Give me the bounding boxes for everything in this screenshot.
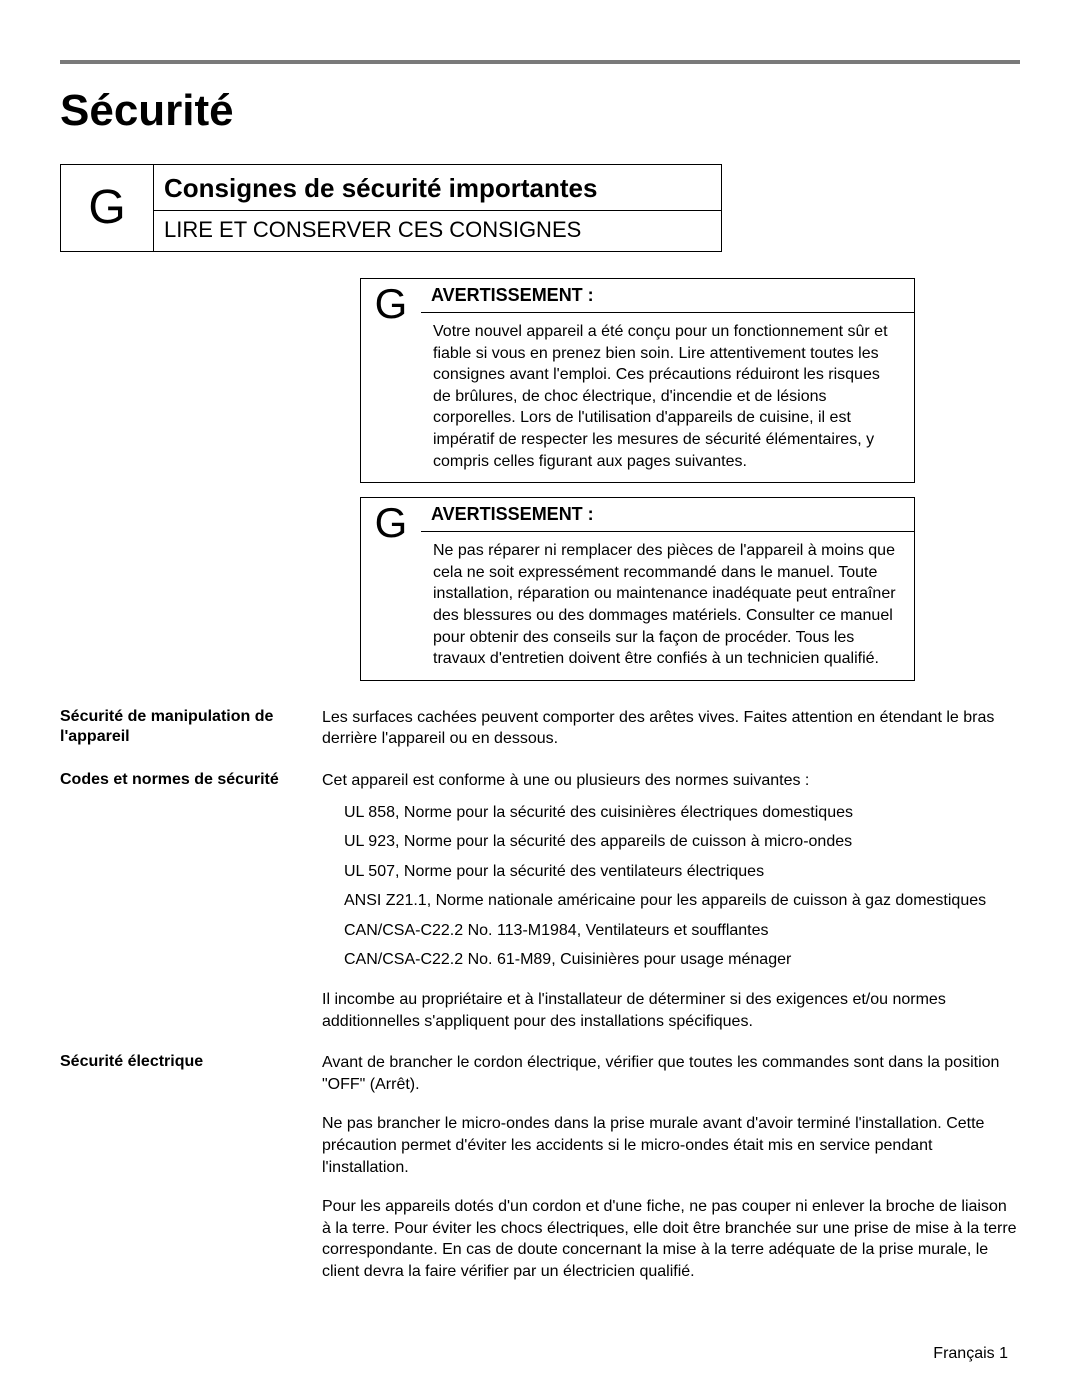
section-handling: Sécurité de manipulation de l'appareil L… bbox=[60, 707, 1020, 750]
codes-item: UL 858, Norme pour la sécurité des cuisi… bbox=[344, 802, 1020, 824]
codes-content: Cet appareil est conforme à une ou plusi… bbox=[322, 770, 1020, 1032]
notice-g-icon: G bbox=[61, 165, 154, 251]
section-title: Sécurité bbox=[60, 86, 1020, 136]
warning-box: G AVERTISSEMENT : Ne pas réparer ni remp… bbox=[360, 497, 915, 681]
section-electrical: Sécurité électrique Avant de brancher le… bbox=[60, 1052, 1020, 1282]
section-codes: Codes et normes de sécurité Cet appareil… bbox=[60, 770, 1020, 1032]
electrical-paragraph: Pour les appareils dotés d'un cordon et … bbox=[322, 1196, 1020, 1282]
warning-text: Votre nouvel appareil a été conçu pour u… bbox=[421, 313, 914, 482]
main-notice-box: G Consignes de sécurité importantes LIRE… bbox=[60, 164, 722, 252]
handling-text: Les surfaces cachées peuvent comporter d… bbox=[322, 707, 1020, 750]
handling-label: Sécurité de manipulation de l'appareil bbox=[60, 707, 322, 750]
warnings-column: G AVERTISSEMENT : Votre nouvel appareil … bbox=[360, 278, 1020, 681]
codes-item: CAN/CSA-C22.2 No. 113-M1984, Ventilateur… bbox=[344, 920, 1020, 942]
codes-outro: Il incombe au propriétaire et à l'instal… bbox=[322, 989, 1020, 1032]
g-glyph-icon: G bbox=[375, 502, 408, 544]
warning-label: AVERTISSEMENT : bbox=[421, 279, 914, 313]
warning-box: G AVERTISSEMENT : Votre nouvel appareil … bbox=[360, 278, 915, 483]
electrical-label: Sécurité électrique bbox=[60, 1052, 322, 1282]
warning-text: Ne pas réparer ni remplacer des pièces d… bbox=[421, 532, 914, 680]
codes-item: UL 923, Norme pour la sécurité des appar… bbox=[344, 831, 1020, 853]
codes-item: ANSI Z21.1, Norme nationale américaine p… bbox=[344, 890, 1020, 912]
g-glyph-icon: G bbox=[88, 184, 125, 232]
top-rule bbox=[60, 60, 1020, 64]
g-glyph-icon: G bbox=[375, 283, 408, 325]
warning-g-icon: G bbox=[361, 498, 421, 680]
warning-body: AVERTISSEMENT : Votre nouvel appareil a … bbox=[421, 279, 914, 482]
warning-g-icon: G bbox=[361, 279, 421, 482]
codes-list: UL 858, Norme pour la sécurité des cuisi… bbox=[322, 802, 1020, 972]
electrical-paragraph: Avant de brancher le cordon électrique, … bbox=[322, 1052, 1020, 1095]
codes-item: UL 507, Norme pour la sécurité des venti… bbox=[344, 861, 1020, 883]
codes-intro: Cet appareil est conforme à une ou plusi… bbox=[322, 770, 1020, 792]
warning-label: AVERTISSEMENT : bbox=[421, 498, 914, 532]
handling-content: Les surfaces cachées peuvent comporter d… bbox=[322, 707, 1020, 750]
codes-label: Codes et normes de sécurité bbox=[60, 770, 322, 1032]
notice-body: Consignes de sécurité importantes LIRE E… bbox=[154, 165, 721, 251]
page-footer: Français 1 bbox=[933, 1345, 1008, 1363]
notice-title: Consignes de sécurité importantes bbox=[154, 165, 721, 211]
page: Sécurité G Consignes de sécurité importa… bbox=[0, 0, 1080, 1397]
notice-subtitle: LIRE ET CONSERVER CES CONSIGNES bbox=[154, 211, 721, 251]
electrical-paragraph: Ne pas brancher le micro-ondes dans la p… bbox=[322, 1113, 1020, 1178]
codes-item: CAN/CSA-C22.2 No. 61-M89, Cuisinières po… bbox=[344, 949, 1020, 971]
electrical-content: Avant de brancher le cordon électrique, … bbox=[322, 1052, 1020, 1282]
warning-body: AVERTISSEMENT : Ne pas réparer ni rempla… bbox=[421, 498, 914, 680]
